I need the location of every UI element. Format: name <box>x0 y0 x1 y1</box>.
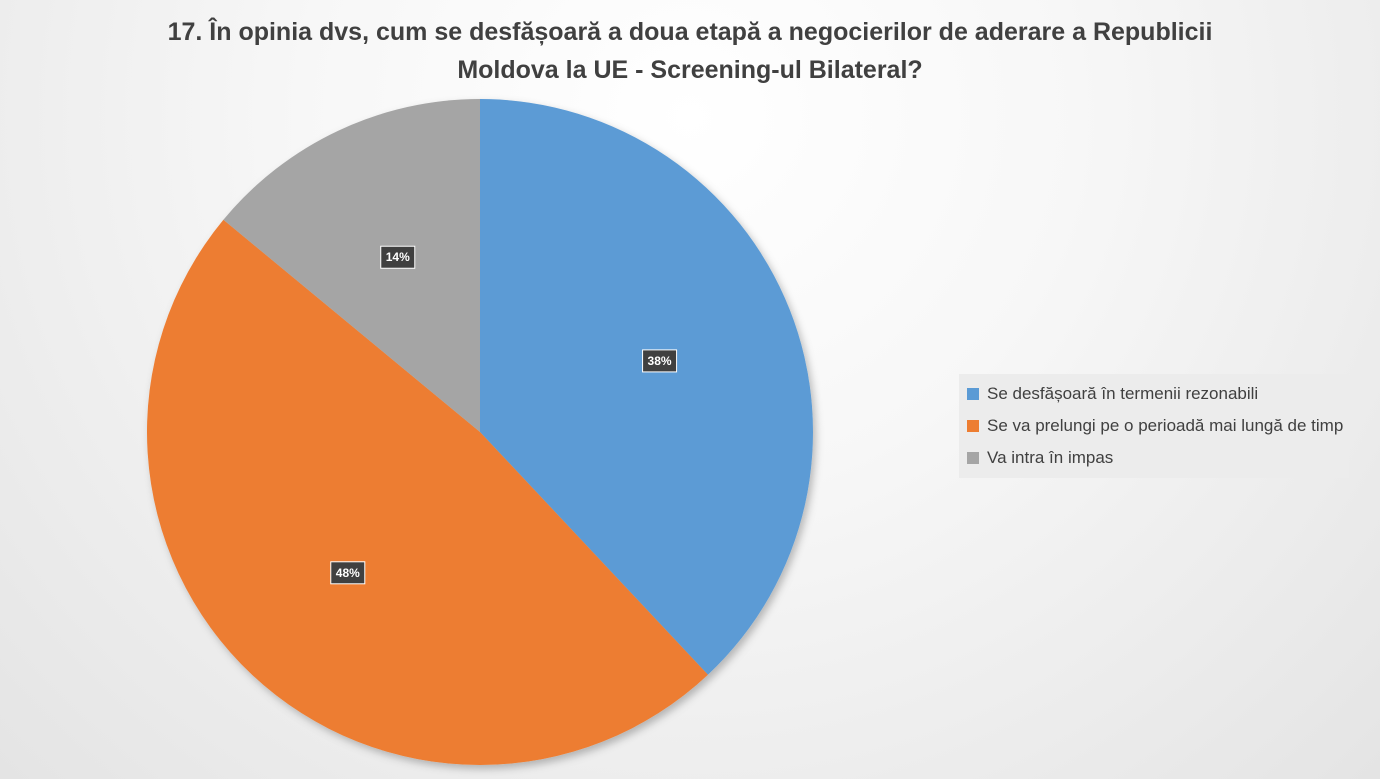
legend-item-impas: Va intra în impas <box>967 442 1343 474</box>
data-label-1: 38% <box>642 349 678 373</box>
legend-item-termenii-rezonabili: Se desfășoară în termenii rezonabili <box>967 378 1343 410</box>
pie-slice-2 <box>146 219 708 766</box>
legend-label: Se va prelungi pe o perioadă mai lungă d… <box>987 416 1344 435</box>
data-label-box <box>380 245 416 269</box>
data-label-box <box>642 349 678 373</box>
legend-label: Va intra în impas <box>987 448 1114 467</box>
legend-item-perioada-lunga: Se va prelungi pe o perioadă mai lungă d… <box>967 410 1343 442</box>
legend-swatch-blue <box>967 388 979 400</box>
chart-title-line-2: Moldova la UE - Screening-ul Bilateral? <box>457 56 923 84</box>
legend-swatch-orange <box>967 420 979 432</box>
legend-label: Se desfășoară în termenii rezonabili <box>987 384 1259 403</box>
pie-slice-1 <box>480 99 814 675</box>
chart-legend: Se desfășoară în termenii rezonabili Se … <box>959 374 1350 478</box>
legend-swatch-gray <box>967 452 979 464</box>
data-label-3: 14% <box>380 245 416 269</box>
data-label-text: 38% <box>648 354 672 368</box>
chart-title-line-1: 17. În opinia dvs, cum se desfășoară a d… <box>167 18 1213 46</box>
data-label-text: 14% <box>386 250 410 264</box>
data-label-2: 48% <box>330 561 366 585</box>
pie-slice-3 <box>223 99 481 432</box>
data-label-text: 48% <box>336 566 360 580</box>
chart-title: 17. În opinia dvs, cum se desfășoară a d… <box>0 13 1380 89</box>
data-label-box <box>330 561 366 585</box>
